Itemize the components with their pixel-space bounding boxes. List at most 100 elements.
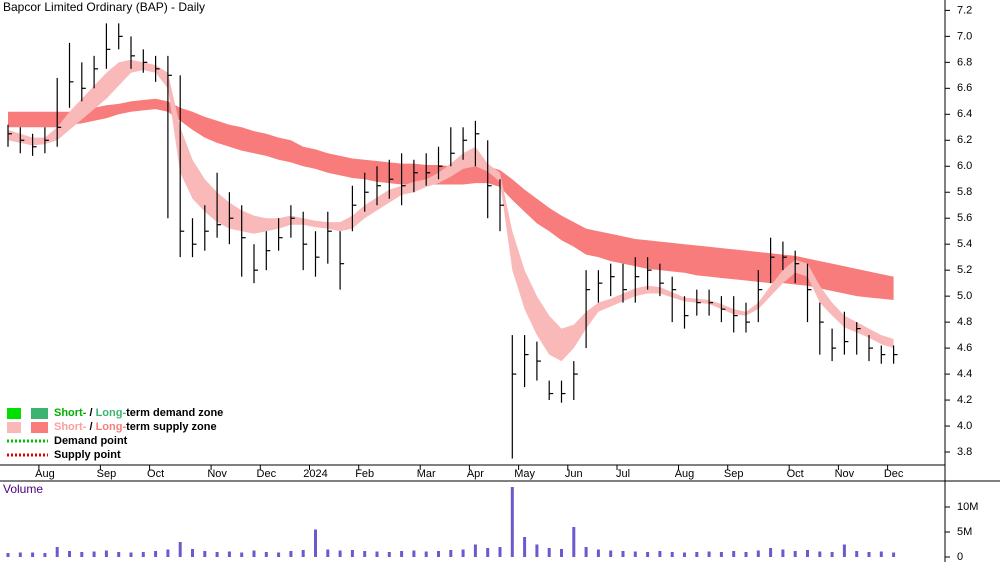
- y-tick-label: 6.6: [957, 82, 972, 94]
- volume-bar: [609, 550, 613, 557]
- legend-label: Short- / Long-term supply zone: [54, 421, 217, 433]
- volume-bar: [166, 549, 170, 557]
- volume-bar: [350, 550, 354, 557]
- legend-swatch: [31, 408, 48, 419]
- volume-bar: [781, 549, 785, 557]
- legend-label: Short- / Long-term demand zone: [54, 407, 223, 419]
- volume-bar: [154, 551, 158, 557]
- volume-bar: [658, 551, 662, 557]
- y-tick-label: 4.8: [957, 316, 972, 328]
- volume-bar: [855, 551, 859, 557]
- price-panel: 3.8 4.0 4.2 4.4 4.6 4.8 5.0 5.2 5.4 5.6 5.8 6.0 6.2 6…: [7, 4, 972, 480]
- volume-bar: [756, 550, 760, 557]
- chart-title: Bapcor Limited Ordinary (BAP) - Daily: [3, 0, 205, 14]
- x-tick-label: Jul: [616, 468, 630, 480]
- volume-bar: [461, 549, 465, 557]
- volume-bar: [277, 552, 281, 557]
- volume-bar: [18, 552, 22, 557]
- legend-swatch: [31, 422, 48, 433]
- volume-bar: [129, 552, 133, 557]
- y-tick-label: 6.4: [957, 108, 972, 120]
- volume-bar: [486, 548, 490, 557]
- x-tick-label: Aug: [35, 468, 55, 480]
- volume-bar: [412, 550, 416, 557]
- volume-bar: [769, 548, 773, 557]
- volume-bar: [584, 547, 588, 557]
- volume-bar: [264, 552, 268, 557]
- volume-bar: [695, 552, 699, 557]
- legend-part: /: [86, 407, 95, 419]
- legend-swatch: [7, 422, 21, 433]
- legend-part: /: [86, 421, 95, 433]
- volume-bar: [252, 550, 256, 557]
- legend-part: Short-: [54, 421, 87, 433]
- volume-bar: [301, 550, 305, 557]
- x-tick-label: Sep: [97, 468, 117, 480]
- x-tick-label: Oct: [787, 468, 804, 480]
- volume-bar: [719, 552, 723, 557]
- y-tick-label: 5.6: [957, 212, 972, 224]
- legend-part: Short-: [54, 407, 87, 419]
- legend: Short- / Long-term demand zone Short- / L…: [7, 407, 223, 461]
- volume-bar: [178, 542, 182, 557]
- volume-bar: [683, 552, 686, 557]
- y-tick-label: 0: [957, 551, 963, 562]
- volume-bar: [621, 551, 625, 557]
- volume-bar: [793, 551, 797, 557]
- y-tick-label: 7.0: [957, 30, 972, 42]
- volume-bar: [510, 487, 514, 557]
- y-tick-label: 6.8: [957, 56, 972, 68]
- volume-bar: [55, 547, 59, 557]
- volume-bar: [744, 552, 748, 557]
- volume-bar: [806, 550, 809, 557]
- volume-bar: [92, 551, 96, 557]
- volume-bar: [117, 552, 121, 557]
- x-tick-label: Sep: [724, 468, 744, 480]
- legend-label: Demand point: [54, 435, 128, 447]
- y-tick-label: 3.8: [957, 446, 972, 458]
- volume-bar: [818, 551, 822, 557]
- volume-bar: [289, 551, 293, 557]
- x-tick-label: Oct: [147, 468, 164, 480]
- volume-bar: [326, 549, 330, 557]
- volume-bar: [6, 553, 10, 557]
- volume-bar: [227, 551, 231, 557]
- volume-bar: [240, 552, 244, 557]
- y-tick-label: 5.2: [957, 264, 972, 276]
- x-tick-label: May: [514, 468, 535, 480]
- volume-bar: [104, 550, 108, 557]
- legend-swatch: [7, 408, 21, 419]
- volume-bar: [867, 552, 871, 557]
- volume-bar: [80, 552, 84, 557]
- volume-bar: [375, 551, 379, 557]
- volume-bar: [633, 551, 637, 557]
- volume-bar: [203, 551, 207, 557]
- legend-part: Supply point: [54, 449, 121, 461]
- volume-bar: [892, 552, 896, 557]
- y-tick-label: 5.8: [957, 186, 972, 198]
- volume-bar: [646, 552, 650, 557]
- volume-bar: [707, 551, 711, 557]
- volume-bar: [670, 552, 674, 557]
- volume-bar: [535, 544, 539, 557]
- legend-part: term demand zone: [126, 407, 223, 419]
- x-tick-label: Mar: [417, 468, 436, 480]
- volume-bar: [473, 544, 477, 557]
- x-tick-label: Nov: [207, 468, 227, 480]
- volume-bar: [560, 549, 563, 557]
- x-tick-label: Apr: [467, 468, 484, 480]
- short-zone: [8, 59, 894, 362]
- y-tick-label: 4.2: [957, 394, 972, 406]
- volume-bar: [830, 552, 834, 557]
- volume-bar: [879, 551, 883, 557]
- x-tick-label: Dec: [884, 468, 904, 480]
- x-tick-label: Jun: [565, 468, 583, 480]
- y-tick-label: 6.0: [957, 160, 972, 172]
- volume-bar: [498, 547, 502, 557]
- y-tick-label: 6.2: [957, 134, 972, 146]
- volume-bar: [572, 527, 576, 557]
- volume-bar: [437, 551, 440, 557]
- volume-bar: [141, 552, 145, 557]
- volume-title: Volume: [3, 482, 43, 496]
